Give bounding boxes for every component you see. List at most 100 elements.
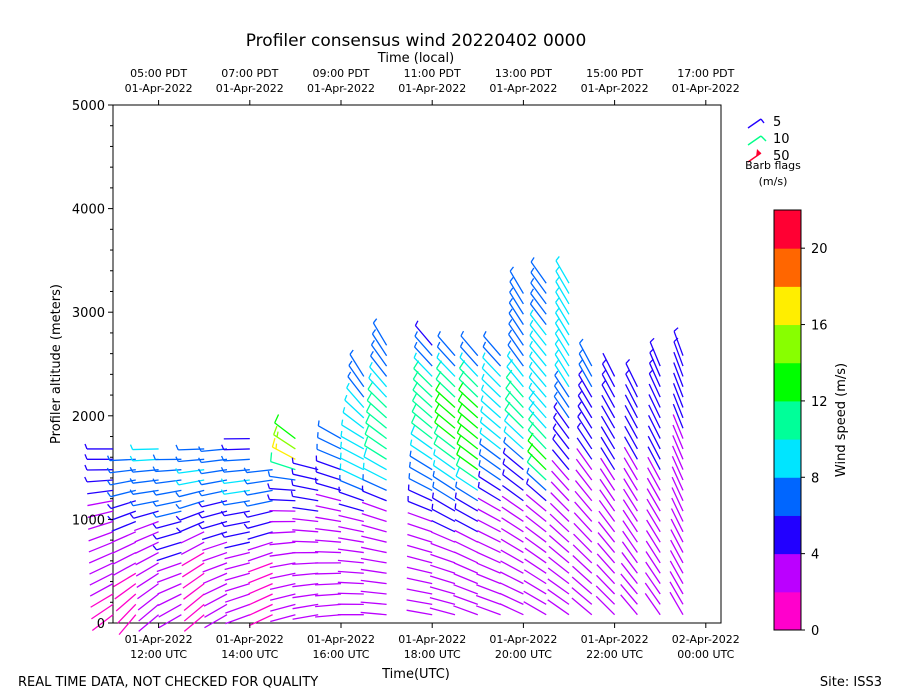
wind-barb [596,564,616,585]
wind-barb [499,603,524,616]
wind-barb [129,500,159,507]
wind-barb [670,508,684,533]
wind-barb [501,517,524,533]
wind-barb [525,515,547,533]
wind-barb [411,403,433,429]
x-tick-time: 20:00 UTC [495,648,552,661]
wind-barb [555,266,570,294]
wind-barb [457,402,479,429]
wind-barb [248,593,273,606]
wind-barb [646,509,661,533]
wind-barb [273,425,296,450]
wind-barb [530,267,547,294]
wind-barb [112,562,137,576]
wind-barb [649,337,661,367]
colorbar-segment [774,362,801,402]
wind-barb [434,403,456,429]
wind-barb [672,403,684,429]
wind-barb [526,467,547,491]
wind-barb [337,592,364,595]
wind-barb [553,381,570,408]
wind-barb [314,550,342,554]
top-axis-label: Time (local) [377,51,454,66]
wind-barb [529,319,547,346]
wind-barb [315,539,342,543]
x-tick-time: 22:00 UTC [586,648,643,661]
wind-barb [623,436,638,460]
x-axis-top: 05:00 PDT 01-Apr-2022 07:00 PDT 01-Apr-2022… [125,67,740,105]
wind-barb [204,614,228,629]
wind-barb [550,492,570,512]
wind-barb [595,585,616,605]
wind-barb [220,489,250,495]
wind-barb [647,467,661,491]
wind-barb [269,509,296,512]
y-tick-label: 1000 [72,513,105,528]
x-tick-date: 01-Apr-2022 [307,633,375,646]
x-axis-bottom: 01-Apr-2022 12:00 UTC 01-Apr-2022 14:00 UTC… [125,623,740,661]
wind-barb [645,530,661,553]
wind-barb [314,477,342,492]
x-tick-date: 02-Apr-2022 [672,633,740,646]
colorbar-segment [774,515,801,555]
wind-barb [413,352,433,377]
wind-barb [624,425,638,450]
wind-barb [597,521,616,543]
wind-barb [672,393,684,419]
wind-barb [361,524,387,533]
wind-barb [183,593,205,611]
wind-barb [530,278,547,305]
wind-barb [573,522,593,543]
wind-barb [89,583,114,597]
wind-barb [476,551,501,564]
colorbar-tick-label: 4 [811,548,819,563]
wind-barb [430,531,456,543]
wind-barb [621,552,638,574]
wind-barb [370,350,388,377]
x-top-tick-time: 13:00 PDT [495,67,552,80]
wind-barb [552,423,570,450]
wind-barb [137,593,160,611]
wind-barb [507,340,524,367]
wind-barb [645,561,661,584]
y-tick-label: 0 [97,617,105,632]
wind-barb [509,287,524,315]
wind-barb [88,531,114,542]
wind-barb [337,581,364,585]
wind-barb [577,401,593,429]
wind-barb [479,427,501,450]
wind-barb [453,605,479,616]
wind-barb [600,436,616,460]
wind-barb [134,531,159,543]
wind-barb [360,590,387,595]
wind-barb [550,481,570,502]
wind-barb [551,449,570,471]
wind-barb [152,489,182,496]
wind-barb [601,380,616,408]
wind-barb [271,438,296,460]
wind-barb [292,506,319,512]
y-axis-label: Profiler altitude (meters) [49,284,64,444]
x-top-tick-date: 01-Apr-2022 [307,82,375,95]
wind-barb [406,609,433,616]
y-tick-label: 4000 [72,203,105,218]
colorbar-segment [774,591,801,631]
wind-barb [175,510,205,521]
wind-barb [90,593,114,608]
wind-barb [225,614,251,625]
wind-barb [477,497,501,512]
wind-barb [524,526,547,543]
wind-barb [156,572,182,584]
wind-barb [361,485,387,502]
wind-barb [672,435,684,460]
wind-barb [499,571,524,585]
wind-barb [624,404,638,429]
wind-barb [454,540,479,554]
wind-barb [624,384,638,408]
colorbar-segment [774,324,801,364]
wind-barb [366,392,388,419]
barb-legend-label: 10 [773,132,790,147]
wind-barb [524,558,547,574]
colorbar-segment [774,286,801,326]
wind-barb [523,601,547,616]
